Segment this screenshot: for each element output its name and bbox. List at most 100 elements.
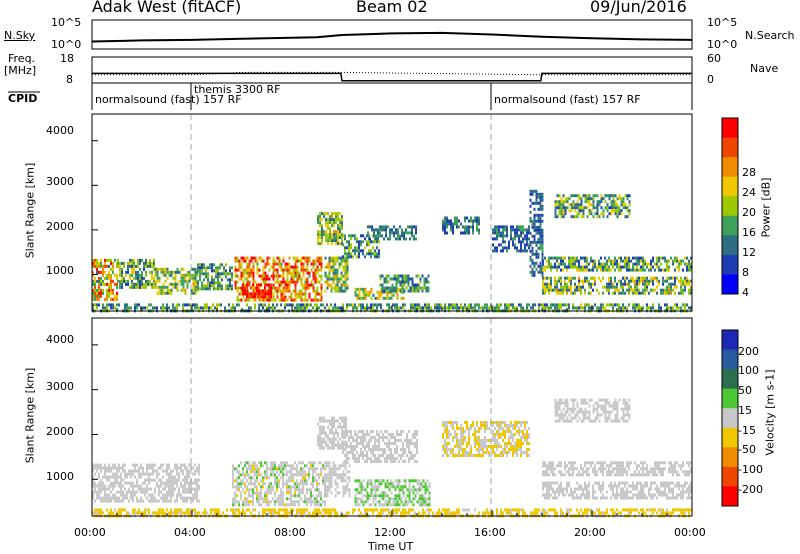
power-cell — [330, 303, 332, 307]
power-cell — [548, 288, 550, 292]
velocity-cell — [120, 490, 122, 494]
power-cell — [328, 274, 331, 278]
velocity-cell — [378, 485, 381, 489]
velocity-cell — [384, 494, 387, 498]
velocity-cell — [398, 485, 401, 489]
velocity-cell — [246, 470, 248, 474]
power-cell — [397, 274, 400, 278]
power-cell — [381, 283, 384, 287]
power-cell — [672, 262, 674, 266]
velocity-cell — [264, 461, 266, 465]
power-cell — [246, 292, 248, 296]
velocity-cell — [464, 421, 466, 424]
power-cell — [278, 265, 281, 269]
velocity-cell — [160, 478, 162, 482]
power-cell — [240, 262, 243, 266]
velocity-cell — [414, 479, 417, 483]
velocity-cell — [162, 463, 164, 467]
power-cell — [360, 249, 362, 253]
power-cell — [231, 272, 233, 276]
power-cell — [127, 279, 129, 283]
velocity-cell — [496, 430, 498, 433]
velocity-cell — [162, 481, 164, 485]
velocity-cell — [94, 487, 96, 491]
power-cell — [274, 298, 277, 302]
velocity-cell — [232, 482, 234, 486]
power-cell — [94, 294, 96, 298]
power-cell — [535, 243, 538, 247]
velocity-cell — [132, 469, 134, 473]
power-cell — [666, 265, 668, 269]
velocity-cell — [408, 500, 411, 504]
velocity-cell — [260, 473, 262, 477]
power-cell — [656, 256, 658, 260]
power-cell — [225, 287, 227, 291]
velocity-cell — [368, 482, 371, 486]
power-cell — [548, 265, 550, 269]
power-cell — [534, 303, 536, 307]
power-cell — [670, 288, 672, 292]
power-cell — [148, 303, 150, 307]
velocity-cell — [350, 445, 352, 448]
velocity-cell — [388, 454, 390, 457]
velocity-cell — [154, 469, 156, 473]
power-cell — [660, 268, 662, 272]
power-cell — [388, 303, 390, 307]
power-cell — [472, 306, 474, 310]
power-cell — [472, 219, 474, 223]
power-cell — [252, 268, 255, 272]
power-cell — [136, 303, 138, 307]
power-cell — [174, 270, 177, 274]
velocity-cell — [364, 494, 367, 498]
power-cell — [377, 237, 379, 241]
power-cell — [546, 285, 548, 289]
velocity-cell — [274, 500, 276, 504]
power-cell — [588, 268, 590, 272]
power-cell — [296, 271, 299, 275]
velocity-cell — [274, 473, 276, 477]
velocity-cell — [412, 488, 415, 492]
power-cell — [344, 246, 346, 250]
power-cell — [92, 294, 94, 298]
velocity-cell — [370, 457, 372, 460]
power-cell — [375, 234, 377, 238]
velocity-cell — [304, 476, 306, 480]
velocity-cell — [398, 479, 401, 483]
velocity-cell — [310, 461, 312, 465]
power-cell — [539, 222, 542, 226]
power-cell — [321, 218, 323, 222]
power-cell — [340, 274, 343, 278]
power-cell — [442, 306, 444, 310]
power-cell — [568, 259, 570, 263]
power-cell — [174, 282, 177, 286]
power-cell — [106, 273, 108, 277]
power-cell — [552, 265, 554, 269]
velocity-cell — [416, 448, 418, 451]
velocity-cell — [252, 467, 254, 471]
velocity-cell — [398, 497, 401, 501]
power-cell — [316, 268, 319, 272]
power-cell — [541, 192, 544, 196]
velocity-cell — [337, 431, 339, 435]
velocity-cell — [408, 479, 411, 483]
velocity-cell — [378, 436, 380, 439]
velocity-cell — [418, 479, 421, 483]
power-cell — [104, 282, 106, 286]
power-cell — [535, 261, 538, 265]
velocity-cell — [344, 448, 346, 451]
power-cell — [395, 289, 398, 293]
power-cell — [570, 285, 572, 289]
velocity-cell — [408, 491, 411, 495]
power-cell — [684, 303, 686, 307]
power-cell — [110, 261, 112, 265]
power-cell — [250, 271, 253, 275]
power-cell — [225, 263, 227, 267]
power-cell — [415, 225, 417, 229]
power-cell — [531, 267, 534, 271]
power-cell — [166, 306, 168, 310]
power-cell — [266, 256, 269, 260]
power-cell — [346, 259, 349, 263]
power-cell — [229, 281, 231, 285]
velocity-cell — [508, 448, 510, 451]
velocity-cell — [506, 442, 508, 445]
